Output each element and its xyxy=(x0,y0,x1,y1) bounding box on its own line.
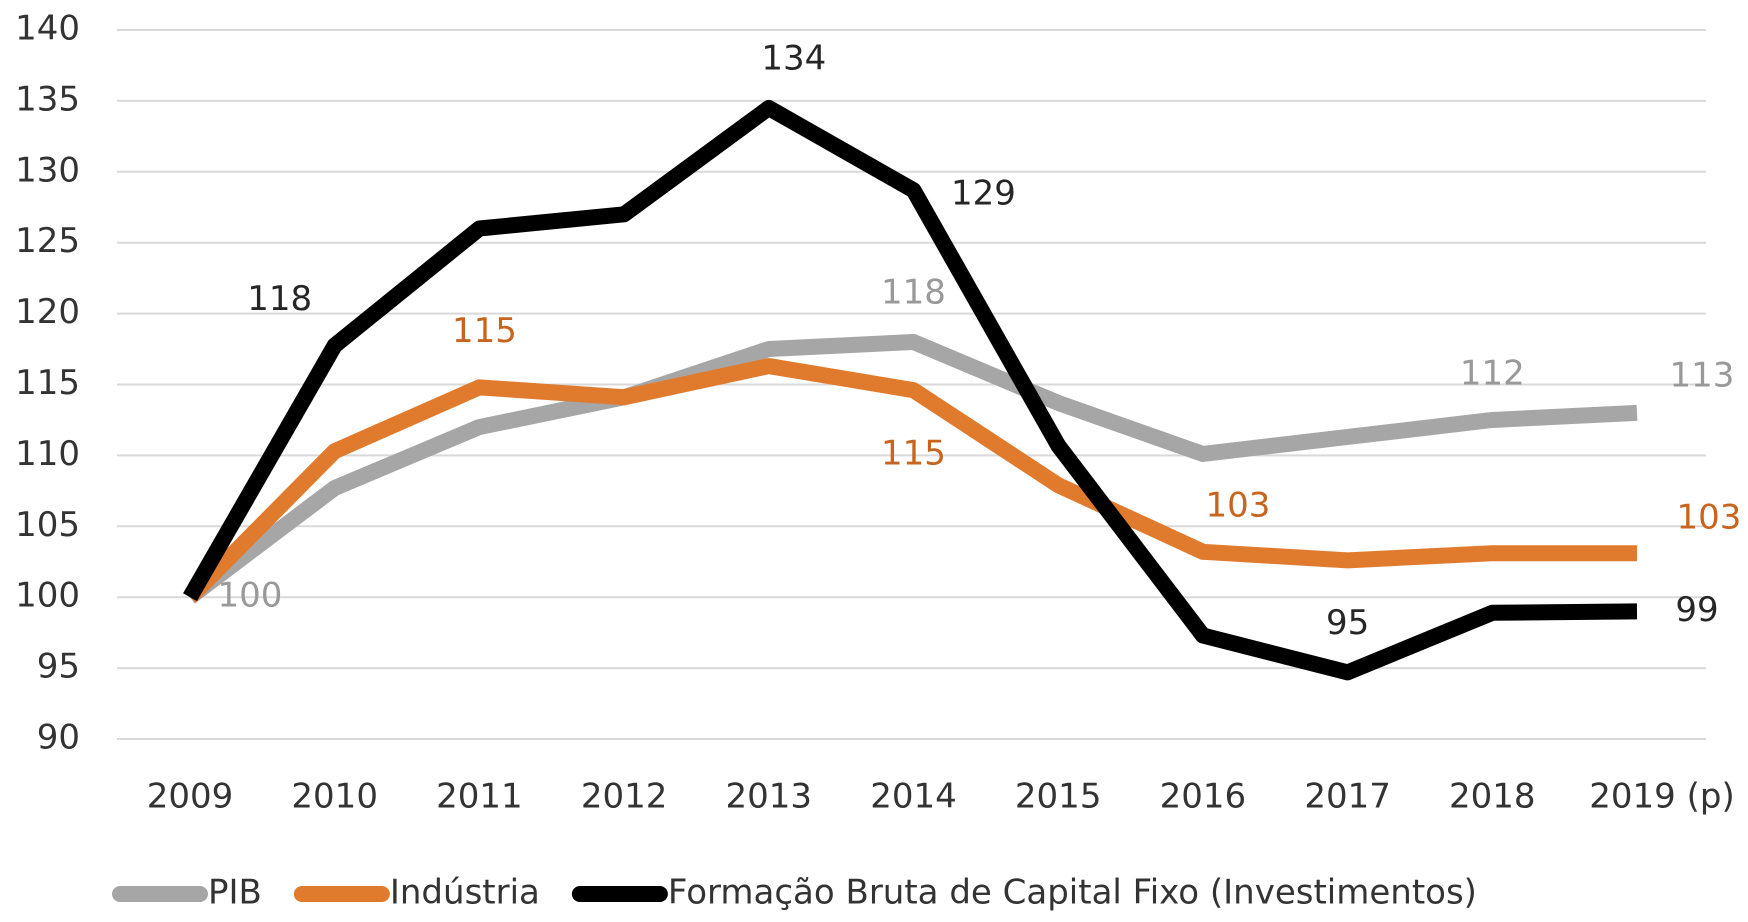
y-tick-label: 95 xyxy=(37,647,80,687)
data-label: 103 xyxy=(1677,498,1742,538)
y-tick-label: 115 xyxy=(15,363,80,403)
series-line xyxy=(184,358,1637,603)
data-label: 115 xyxy=(881,434,946,474)
x-tick-label: 2012 xyxy=(581,777,668,817)
series-line xyxy=(183,99,1638,681)
legend-label: Formação Bruta de Capital Fixo (Investim… xyxy=(668,873,1477,913)
x-tick-label: 2009 xyxy=(147,777,234,817)
data-label: 103 xyxy=(1205,485,1270,525)
x-tick-label: 2019 (p) xyxy=(1589,777,1734,817)
x-tick-label: 2018 xyxy=(1449,777,1536,817)
y-tick-label: 110 xyxy=(15,434,80,474)
y-tick-label: 105 xyxy=(15,505,80,545)
x-tick-label: 2014 xyxy=(870,777,957,817)
x-tick-label: 2017 xyxy=(1304,777,1391,817)
data-label: 118 xyxy=(881,272,946,312)
data-label: 99 xyxy=(1675,590,1718,630)
x-tick-label: 2016 xyxy=(1160,777,1247,817)
data-label: 113 xyxy=(1670,355,1735,395)
y-tick-label: 135 xyxy=(15,79,80,119)
data-label: 112 xyxy=(1460,353,1525,393)
series-line xyxy=(185,333,1638,604)
x-tick-label: 2010 xyxy=(291,777,378,817)
x-tick-label: 2015 xyxy=(1015,777,1102,817)
data-label: 95 xyxy=(1326,603,1369,643)
x-tick-label: 2011 xyxy=(436,777,523,817)
data-label: 100 xyxy=(218,576,283,616)
y-tick-label: 90 xyxy=(37,718,80,758)
y-tick-label: 130 xyxy=(15,150,80,190)
legend-label: PIB xyxy=(208,873,262,913)
data-label: 129 xyxy=(951,174,1016,214)
data-label: 115 xyxy=(452,311,517,351)
data-label: 134 xyxy=(761,38,826,78)
data-label: 118 xyxy=(247,279,312,319)
x-tick-label: 2013 xyxy=(726,777,813,817)
y-tick-label: 140 xyxy=(15,9,80,49)
y-tick-label: 100 xyxy=(15,576,80,616)
y-tick-label: 120 xyxy=(15,292,80,332)
y-tick-label: 125 xyxy=(15,221,80,261)
legend-label: Indústria xyxy=(390,873,540,913)
